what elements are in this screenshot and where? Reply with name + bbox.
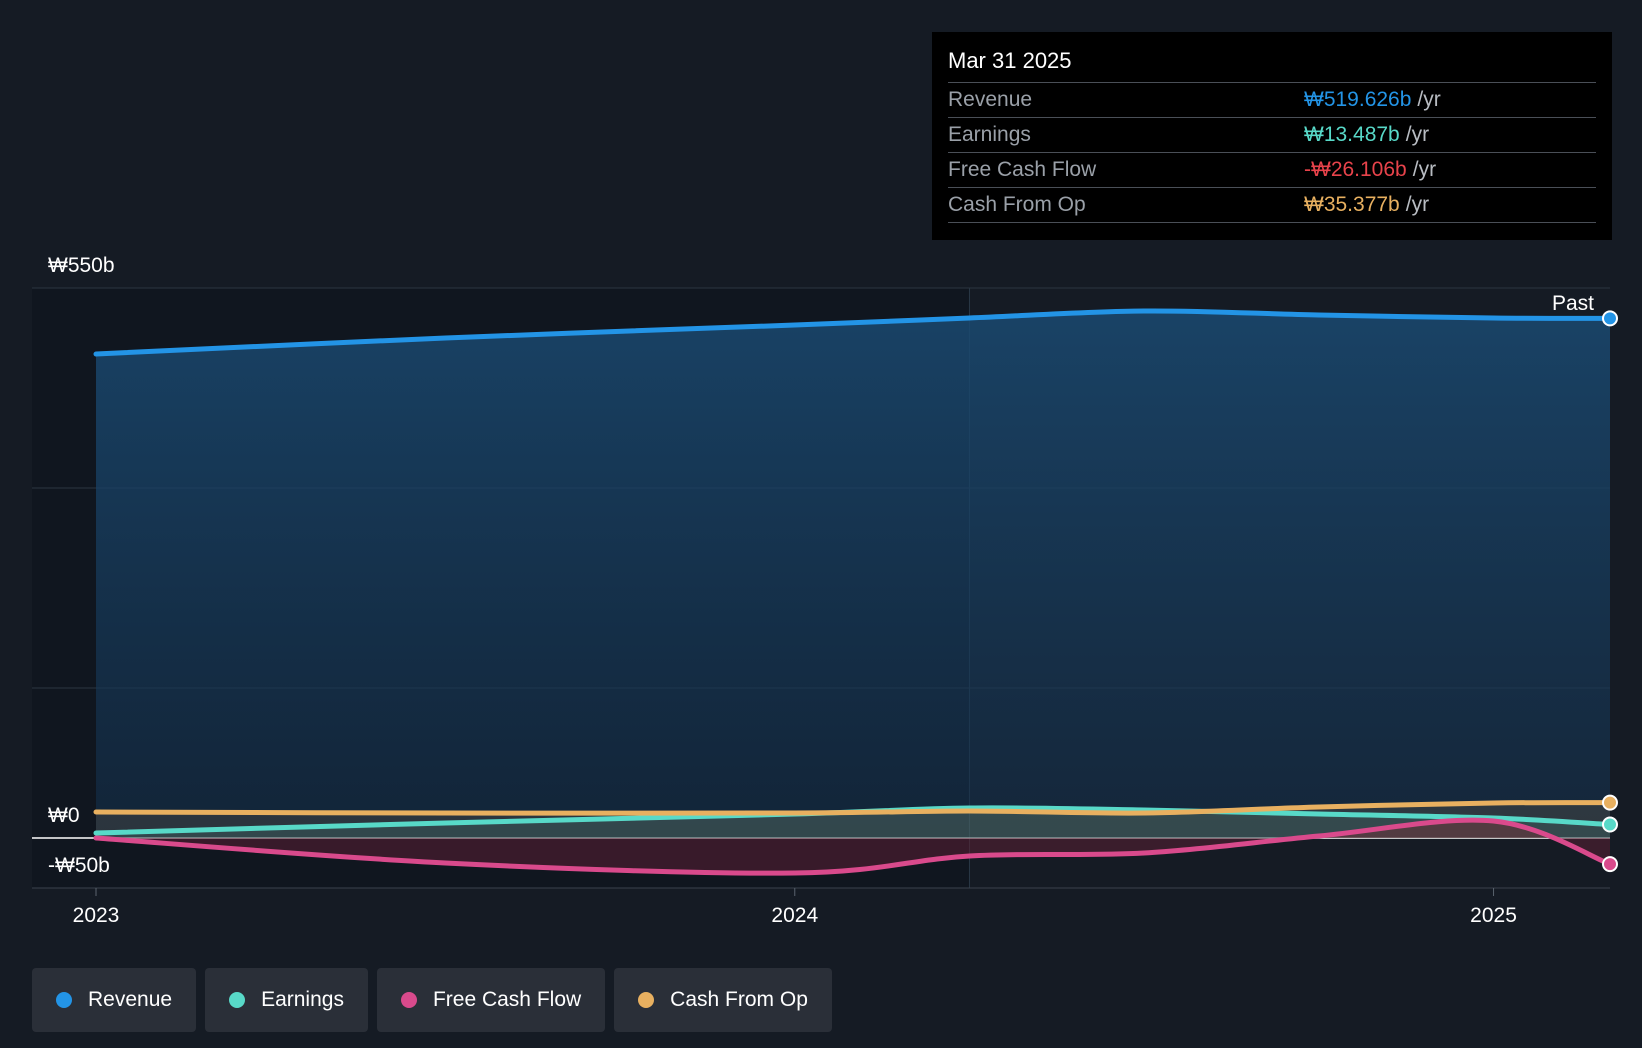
- series-line-cash-from-op: [93, 800, 1613, 816]
- tooltip-label: Revenue: [948, 88, 1033, 111]
- legend-dot-icon: [400, 992, 417, 1008]
- series-area-free-cash-flow: [96, 820, 1610, 874]
- legend-label: Cash From Op: [670, 988, 808, 1011]
- tooltip-unit: /yr: [1405, 123, 1430, 146]
- series-end-marker: [1602, 856, 1618, 873]
- legend-item-revenue[interactable]: Revenue: [32, 968, 197, 1032]
- tooltip-unit: /yr: [1412, 158, 1437, 181]
- series-end-marker: [1602, 794, 1618, 811]
- legend-dot-icon: [229, 992, 246, 1008]
- series-line-free-cash-flow: [93, 817, 1613, 876]
- tooltip-row-cash-from-op: Cash From Op ₩35.377b /yr: [948, 188, 1596, 223]
- series-end-marker: [1602, 816, 1618, 833]
- legend-item-earnings[interactable]: Earnings: [205, 968, 368, 1032]
- tooltip-unit: /yr: [1417, 88, 1441, 111]
- tooltip-value: ₩13.487b: [1304, 123, 1400, 146]
- x-tick-label: 2023: [73, 904, 120, 927]
- tooltip-date: Mar 31 2025: [948, 46, 1596, 83]
- tooltip-value: ₩519.626b: [1304, 88, 1412, 111]
- tooltip-value: ₩35.377b: [1304, 193, 1400, 216]
- tooltip-label: Free Cash Flow: [948, 158, 1097, 181]
- x-tick-label: 2024: [771, 904, 818, 927]
- legend: Revenue Earnings Free Cash Flow Cash Fro…: [32, 968, 832, 1032]
- past-label: Past: [1552, 292, 1594, 315]
- x-tick-label: 2025: [1470, 904, 1517, 927]
- legend-dot-icon: [638, 992, 655, 1008]
- legend-item-cash-from-op[interactable]: Cash From Op: [614, 968, 832, 1032]
- legend-label: Earnings: [261, 988, 344, 1011]
- series-line-revenue: [93, 308, 1613, 357]
- tooltip-row-earnings: Earnings ₩13.487b /yr: [948, 118, 1596, 153]
- tooltip-value: -₩26.106b: [1304, 158, 1407, 181]
- y-tick-label: ₩550b: [48, 254, 115, 277]
- series-end-marker: [1602, 310, 1618, 327]
- series-line-earnings: [93, 805, 1613, 836]
- tooltip: Mar 31 2025 Revenue ₩519.626b /yr Earnin…: [932, 32, 1612, 240]
- y-tick-label: ₩0: [48, 804, 80, 827]
- legend-label: Revenue: [88, 988, 173, 1011]
- series-area-earnings: [96, 807, 1610, 838]
- tooltip-row-revenue: Revenue ₩519.626b /yr: [948, 83, 1596, 118]
- tooltip-row-free-cash-flow: Free Cash Flow -₩26.106b /yr: [948, 153, 1596, 188]
- tooltip-label: Cash From Op: [948, 193, 1086, 216]
- legend-label: Free Cash Flow: [432, 988, 582, 1011]
- legend-dot-icon: [56, 992, 72, 1008]
- y-tick-label: -₩50b: [48, 854, 110, 877]
- legend-item-free-cash-flow[interactable]: Free Cash Flow: [376, 968, 606, 1032]
- tooltip-unit: /yr: [1405, 193, 1430, 216]
- series-area-revenue: [96, 310, 1610, 838]
- tooltip-label: Earnings: [948, 123, 1031, 146]
